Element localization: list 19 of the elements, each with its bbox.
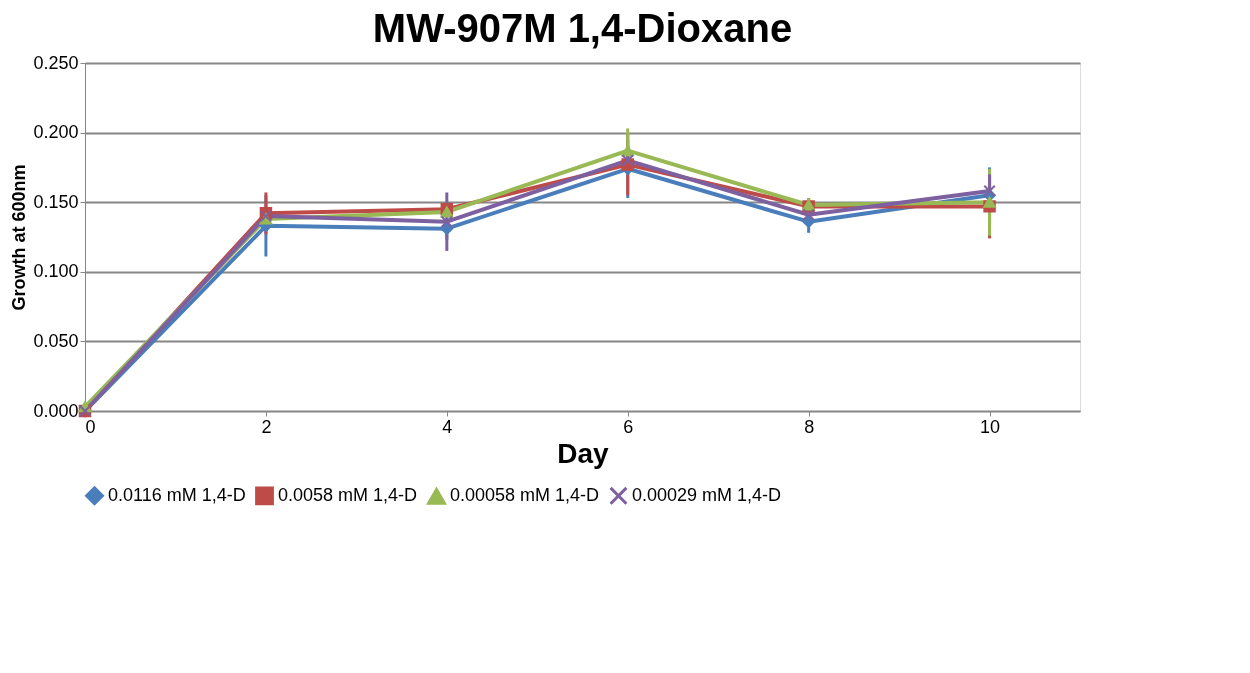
legend-label: 0.00029 mM 1,4-D: [632, 484, 782, 505]
y-tick-label: 0.150: [33, 191, 79, 212]
y-axis-title: Growth at 600nm: [9, 164, 30, 311]
x-tick-label: 10: [980, 416, 1001, 437]
x-tick-label: 4: [442, 416, 453, 437]
x-tick-label: 8: [804, 416, 815, 437]
x-tick-label: 2: [261, 416, 272, 437]
y-tick-label: 0.100: [33, 261, 79, 282]
legend-label: 0.0116 mM 1,4-D: [108, 484, 246, 505]
x-tick-label: 6: [623, 416, 634, 437]
y-tick-label: 0.000: [33, 400, 79, 421]
x-tick-label: 0: [85, 416, 96, 437]
y-tick-label: 0.250: [33, 52, 79, 73]
chart-title: MW-907M 1,4-Dioxane: [372, 6, 793, 50]
legend-label: 0.0058 mM 1,4-D: [278, 484, 418, 505]
y-tick-label: 0.200: [33, 122, 79, 143]
y-tick-label: 0.050: [33, 330, 79, 351]
x-axis-title: Day: [557, 437, 610, 469]
legend-label: 0.00058 mM 1,4-D: [450, 485, 600, 506]
